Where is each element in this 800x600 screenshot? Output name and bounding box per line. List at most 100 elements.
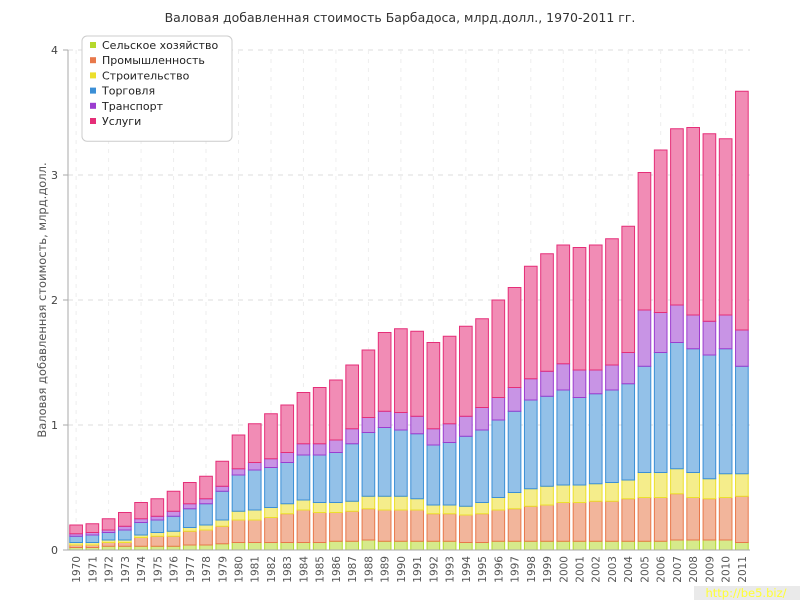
bar-segment[interactable] [476,514,489,543]
bar-segment[interactable] [135,538,148,547]
bar-segment[interactable] [167,511,180,516]
bar-segment[interactable] [70,536,83,542]
bar-segment[interactable] [362,509,375,540]
bar-segment[interactable] [167,536,180,546]
bar-segment[interactable] [687,540,700,550]
bar-segment[interactable] [265,518,278,543]
bar-segment[interactable] [427,505,440,514]
bar-segment[interactable] [167,531,180,536]
bar-segment[interactable] [606,365,619,390]
bar-segment[interactable] [102,546,115,550]
bar-segment[interactable] [395,413,408,431]
bar-segment[interactable] [346,365,359,429]
bar-segment[interactable] [557,245,570,364]
bar-segment[interactable] [265,543,278,551]
legend-entry[interactable]: Услуги [102,115,141,128]
bar-segment[interactable] [524,541,537,550]
bar-segment[interactable] [119,546,132,550]
bar-segment[interactable] [622,353,635,384]
bar-segment[interactable] [541,486,554,505]
bar-segment[interactable] [167,491,180,511]
bar-segment[interactable] [330,440,343,453]
bar-segment[interactable] [200,499,213,504]
bar-segment[interactable] [443,505,456,514]
bar-segment[interactable] [313,455,326,503]
bar-segment[interactable] [492,541,505,550]
bar-segment[interactable] [378,333,391,412]
bar-segment[interactable] [606,541,619,550]
bar-segment[interactable] [719,315,732,349]
bar-segment[interactable] [102,543,115,547]
bar-segment[interactable] [362,350,375,418]
bar-segment[interactable] [719,474,732,498]
bar-segment[interactable] [232,475,245,511]
bar-segment[interactable] [346,429,359,444]
bar-segment[interactable] [151,533,164,537]
bar-segment[interactable] [427,429,440,445]
bar-segment[interactable] [443,541,456,550]
bar-segment[interactable] [671,343,684,469]
bar-segment[interactable] [606,390,619,483]
bar-segment[interactable] [330,513,343,542]
bar-segment[interactable] [443,424,456,443]
bar-segment[interactable] [460,436,473,506]
bar-segment[interactable] [492,498,505,511]
bar-segment[interactable] [200,545,213,550]
bar-segment[interactable] [313,444,326,455]
bar-segment[interactable] [687,315,700,349]
bar-segment[interactable] [622,480,635,499]
bar-segment[interactable] [313,503,326,513]
bar-segment[interactable] [200,476,213,499]
bar-segment[interactable] [346,501,359,511]
bar-segment[interactable] [476,430,489,503]
bar-segment[interactable] [362,418,375,433]
bar-segment[interactable] [541,541,554,550]
bar-segment[interactable] [248,510,261,520]
bar-segment[interactable] [736,366,749,474]
bar-segment[interactable] [671,129,684,305]
bar-segment[interactable] [183,528,196,532]
bar-segment[interactable] [541,396,554,486]
bar-segment[interactable] [102,519,115,530]
bar-segment[interactable] [524,379,537,400]
bar-segment[interactable] [476,408,489,431]
bar-segment[interactable] [460,506,473,515]
bar-segment[interactable] [508,411,521,492]
bar-segment[interactable] [265,459,278,468]
bar-segment[interactable] [638,473,651,498]
bar-segment[interactable] [216,526,229,544]
bar-segment[interactable] [492,300,505,398]
bar-segment[interactable] [524,506,537,541]
bar-segment[interactable] [248,470,261,510]
bar-segment[interactable] [313,513,326,543]
bar-segment[interactable] [654,353,667,473]
bar-segment[interactable] [573,370,586,398]
bar-segment[interactable] [151,536,164,546]
bar-segment[interactable] [265,468,278,508]
bar-segment[interactable] [687,128,700,316]
bar-segment[interactable] [362,540,375,550]
bar-segment[interactable] [200,525,213,530]
bar-segment[interactable] [411,510,424,541]
bar-segment[interactable] [248,520,261,543]
bar-segment[interactable] [524,400,537,489]
bar-segment[interactable] [638,366,651,472]
bar-segment[interactable] [395,541,408,550]
bar-segment[interactable] [573,398,586,486]
bar-segment[interactable] [119,530,132,540]
bar-segment[interactable] [736,91,749,330]
bar-segment[interactable] [135,523,148,536]
bar-segment[interactable] [362,433,375,497]
bar-segment[interactable] [703,499,716,540]
bar-segment[interactable] [589,394,602,484]
bar-segment[interactable] [216,461,229,486]
legend-entry[interactable]: Торговля [101,85,155,98]
bar-segment[interactable] [167,516,180,531]
bar-segment[interactable] [411,416,424,434]
bar-segment[interactable] [151,499,164,517]
bar-segment[interactable] [524,266,537,379]
bar-segment[interactable] [248,424,261,463]
bar-segment[interactable] [346,444,359,502]
bar-segment[interactable] [102,533,115,541]
bar-segment[interactable] [378,510,391,541]
